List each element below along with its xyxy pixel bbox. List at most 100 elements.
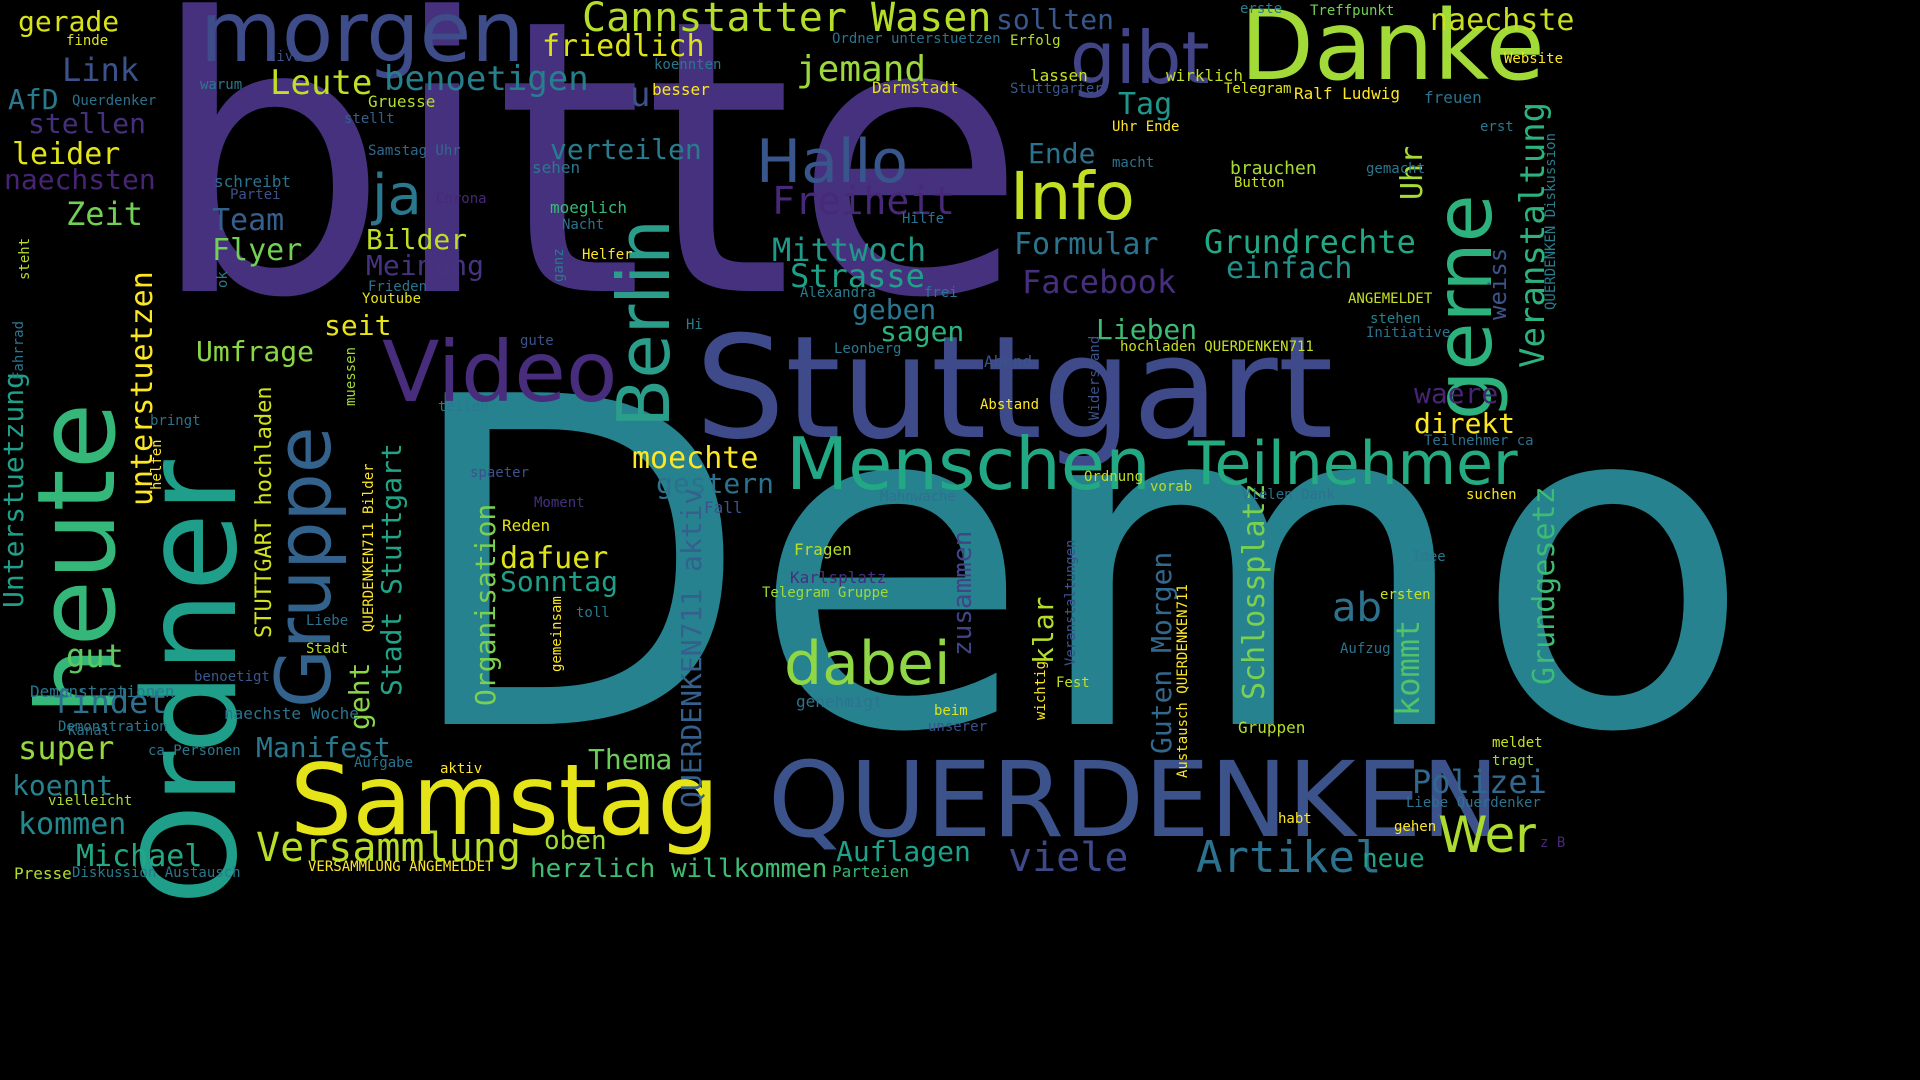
word: Fest	[1056, 675, 1090, 691]
word: Stadt	[306, 641, 349, 657]
word: besser	[652, 80, 710, 99]
word: tragt	[1492, 753, 1535, 769]
word: Hi	[686, 317, 703, 333]
word: moeglich	[550, 198, 628, 217]
word: Samstag Uhr	[368, 143, 461, 159]
word: bringt	[150, 413, 201, 429]
word: stehen	[1370, 311, 1421, 327]
word: stellt	[344, 111, 395, 127]
word: herzlich willkommen	[530, 854, 828, 884]
word: unserer	[928, 719, 988, 735]
word: Liebe	[306, 613, 349, 629]
word: wichtig	[1033, 660, 1049, 720]
word: Stuttgarter	[1010, 81, 1103, 97]
word: Flyer	[212, 233, 303, 268]
word: friedlich	[542, 29, 705, 64]
word: Samstag	[290, 744, 720, 858]
word: gute	[520, 333, 554, 349]
word: Gruesse	[368, 92, 436, 111]
word: Mahnwache	[880, 489, 956, 505]
word: leider	[12, 137, 121, 172]
word: Frieden	[368, 279, 428, 295]
word: Moment	[534, 495, 585, 511]
word: brauchen	[1230, 158, 1317, 179]
word: Initiative	[1366, 325, 1451, 341]
word: u	[630, 75, 651, 115]
word: Abend	[984, 352, 1033, 371]
word: Ralf Ludwig	[1294, 84, 1400, 103]
word: waere	[1414, 377, 1499, 410]
word: Telegram Gruppe	[762, 585, 889, 601]
word: Grundgesetz	[1527, 486, 1562, 685]
word: Versammlung	[256, 825, 521, 871]
word: naechste	[1430, 3, 1575, 38]
word: warum	[200, 77, 243, 93]
word: live	[268, 49, 302, 65]
word: oben	[544, 826, 607, 856]
word: spaeter	[470, 465, 530, 481]
word: weiss	[1484, 247, 1512, 320]
word: schreibt	[214, 172, 292, 191]
word: Idee	[1412, 549, 1446, 565]
word: Bilder	[366, 223, 468, 256]
word: habt	[1278, 811, 1312, 827]
word: Teilnehmer	[1188, 429, 1518, 499]
word: Link	[62, 51, 140, 89]
word: Gruppen	[1238, 718, 1306, 737]
word: Liebe Querdenker	[1406, 795, 1541, 811]
word: Partei	[230, 187, 281, 203]
word: seit	[324, 309, 392, 342]
word: Strasse	[790, 257, 925, 295]
word: Youtube	[362, 291, 422, 307]
word: kommen	[18, 807, 127, 842]
word: aktiv	[440, 761, 483, 777]
word: suchen	[1466, 487, 1517, 503]
word: Darmstadt	[872, 78, 959, 97]
word: Vielen Dank	[1242, 487, 1335, 503]
word: Formular	[1014, 227, 1159, 262]
word: Team	[212, 203, 285, 238]
word: Parteien	[832, 862, 910, 881]
word: finde	[66, 33, 109, 49]
word: Ende	[1028, 137, 1096, 170]
word: kommt	[1389, 619, 1427, 716]
word: Unterstuetzung	[0, 371, 30, 608]
word: gehen	[1394, 819, 1437, 835]
word: Leute	[270, 63, 373, 103]
word: erste	[1240, 1, 1283, 17]
word: Presse	[14, 864, 72, 883]
word: super	[18, 729, 115, 767]
word: Mittwoch	[772, 231, 927, 269]
word: koennt	[12, 769, 114, 802]
word: Demo	[400, 303, 1752, 832]
word: gemacht	[1366, 161, 1426, 177]
word: morgen	[200, 0, 525, 81]
word: verteilen	[550, 133, 702, 166]
word: Cannstatter Wasen	[582, 0, 992, 41]
word: Helfer	[582, 247, 633, 263]
word: Stadt Stuttgart	[375, 443, 408, 696]
word: Fahrrad	[11, 320, 27, 380]
word: ANGEMELDET	[1348, 291, 1433, 307]
word: toll	[576, 605, 610, 621]
word: Ordnung	[1084, 469, 1144, 485]
word: erst	[1480, 119, 1514, 135]
word: Nacht	[562, 217, 605, 233]
word: Sonntag	[500, 565, 619, 598]
word: Facebook	[1022, 263, 1177, 301]
word: Lieben	[1096, 313, 1198, 346]
word: Hilfe	[902, 211, 945, 227]
word: Teilnehmer ca	[1424, 433, 1534, 449]
word: benoetigt	[194, 669, 270, 685]
word: ganz	[551, 248, 567, 282]
word: ersten	[1380, 587, 1431, 603]
word: geben	[852, 293, 937, 326]
word: Erfolg	[1010, 33, 1061, 49]
word: beim	[934, 703, 968, 719]
word: bitte	[148, 0, 1027, 381]
word: stellen	[28, 107, 147, 140]
word: steht	[17, 237, 33, 280]
word: Uhr Ende	[1112, 119, 1180, 135]
word: Demonstration	[58, 719, 168, 735]
